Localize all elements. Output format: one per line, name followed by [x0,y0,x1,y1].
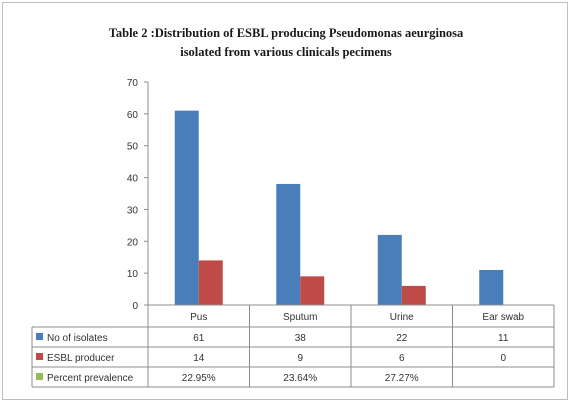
bar-0-3 [479,269,504,305]
bar-0-2 [377,234,402,305]
legend-key-2 [36,373,43,380]
table-cell: 22 [396,333,408,344]
chart-title-line-2: isolated from various clinicals pecimens [180,45,392,59]
table-cell: 61 [193,333,205,344]
chart-title-line-1: Table 2 :Distribution of ESBL producing … [108,26,464,40]
y-tick-label: 50 [127,142,139,153]
table-cell: 38 [295,333,307,344]
y-tick-label: 0 [132,301,138,312]
table-cell: 0 [500,353,506,364]
y-tick-label: 70 [127,78,139,89]
x-category-label: Ear swab [482,312,524,323]
x-category-label: Sputum [283,312,317,323]
table-cell: 22.95% [182,373,216,384]
x-category-label: Urine [390,312,414,323]
table-cell: 6 [399,353,405,364]
y-tick-label: 60 [127,110,139,121]
legend-key-0 [36,333,43,340]
table-row-label: Percent prevalence [47,373,134,384]
y-tick-label: 30 [127,205,139,216]
chart-title: Table 2 :Distribution of ESBL producing … [0,24,572,62]
table-cell: 27.27% [385,373,419,384]
x-category-label: Pus [190,312,207,323]
table-row-label: No of isolates [47,333,108,344]
y-tick-label: 20 [127,237,139,248]
bar-1-0 [198,260,223,305]
bar-0-1 [276,183,301,305]
table-cell: 23.64% [283,373,317,384]
table-cell: 9 [297,353,303,364]
legend-key-1 [36,353,43,360]
y-tick-label: 10 [127,269,139,280]
table-cell: 14 [193,353,205,364]
bar-0-0 [174,110,199,306]
y-tick-label: 40 [127,174,139,185]
table-row-label: ESBL producer [47,353,115,364]
bar-1-1 [300,276,325,305]
bar-1-2 [401,285,426,305]
table-cell: 11 [498,333,509,344]
